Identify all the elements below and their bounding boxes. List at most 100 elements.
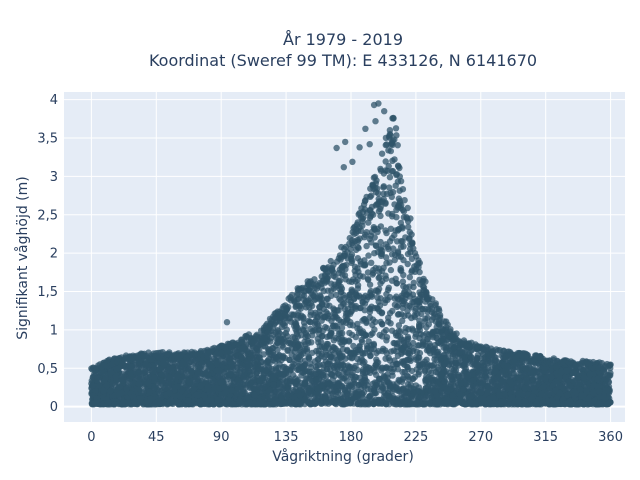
data-point xyxy=(172,398,179,405)
data-point xyxy=(325,360,332,368)
data-point xyxy=(363,319,370,327)
data-point xyxy=(289,333,297,341)
data-point xyxy=(567,383,574,390)
data-point xyxy=(305,317,312,325)
data-points xyxy=(88,100,614,408)
data-point xyxy=(416,317,423,324)
data-point xyxy=(404,307,411,314)
data-point xyxy=(607,370,614,377)
data-point xyxy=(121,363,129,370)
data-point xyxy=(409,339,417,347)
data-point xyxy=(382,141,389,149)
data-point xyxy=(354,255,361,262)
data-point xyxy=(455,362,462,369)
data-point xyxy=(386,381,393,388)
data-point xyxy=(387,266,395,274)
data-point xyxy=(381,375,389,382)
data-point xyxy=(382,158,389,165)
data-point xyxy=(372,242,379,249)
data-point xyxy=(395,322,403,329)
data-point xyxy=(402,324,409,332)
data-point xyxy=(379,321,386,328)
data-point xyxy=(423,330,430,337)
data-point xyxy=(354,320,361,328)
data-point xyxy=(182,372,190,379)
data-point xyxy=(416,268,423,276)
data-point xyxy=(381,347,389,354)
data-point xyxy=(389,210,396,218)
data-point xyxy=(334,347,342,355)
data-point xyxy=(397,219,405,227)
data-point xyxy=(323,308,330,316)
data-point xyxy=(529,376,537,383)
data-point xyxy=(423,373,430,380)
data-point xyxy=(415,371,422,378)
data-point xyxy=(385,284,392,291)
data-point xyxy=(389,387,396,395)
data-point xyxy=(394,332,402,339)
data-point xyxy=(402,284,410,291)
data-point xyxy=(476,376,483,383)
data-point xyxy=(287,318,295,325)
data-point xyxy=(202,365,209,372)
data-point xyxy=(404,337,411,344)
data-point xyxy=(386,259,393,266)
data-point xyxy=(344,305,352,313)
data-point xyxy=(399,278,407,285)
data-point xyxy=(269,345,277,352)
data-point xyxy=(412,330,420,338)
data-point xyxy=(406,302,413,310)
data-point xyxy=(406,274,413,281)
data-point xyxy=(341,272,349,279)
data-point xyxy=(338,324,346,331)
data-point xyxy=(316,308,323,315)
data-point xyxy=(368,259,375,266)
data-point xyxy=(386,174,394,181)
data-point xyxy=(404,260,411,268)
data-point xyxy=(254,346,261,354)
data-point xyxy=(400,208,408,215)
data-point xyxy=(315,369,322,376)
data-point xyxy=(410,279,417,286)
data-point xyxy=(259,343,266,350)
data-point xyxy=(178,387,186,395)
data-point xyxy=(326,366,334,373)
data-point xyxy=(376,274,383,281)
data-point xyxy=(366,281,374,288)
data-point xyxy=(392,275,399,282)
data-point xyxy=(327,354,334,361)
data-point xyxy=(389,307,396,315)
data-point xyxy=(323,295,330,302)
data-point xyxy=(378,333,386,340)
data-point xyxy=(348,278,355,285)
data-point xyxy=(375,208,383,215)
data-point xyxy=(365,276,372,284)
data-point xyxy=(282,378,289,385)
data-point xyxy=(399,368,406,376)
data-point xyxy=(349,331,356,339)
data-point xyxy=(394,386,402,393)
data-point xyxy=(499,377,506,384)
data-point xyxy=(428,369,435,377)
data-point xyxy=(365,338,372,345)
data-point xyxy=(395,253,402,260)
data-point xyxy=(397,243,405,251)
data-point xyxy=(194,370,201,378)
data-point xyxy=(286,367,293,374)
data-point xyxy=(348,381,355,388)
data-point xyxy=(400,256,407,264)
data-point xyxy=(562,374,569,381)
data-point xyxy=(354,400,362,408)
data-point xyxy=(421,318,428,325)
data-point xyxy=(311,276,318,283)
data-point xyxy=(377,238,384,246)
data-point xyxy=(371,234,378,241)
data-point xyxy=(377,280,384,287)
data-point xyxy=(424,335,431,343)
data-point xyxy=(275,328,282,335)
data-point xyxy=(318,353,325,360)
data-point xyxy=(345,310,352,317)
data-point xyxy=(298,372,305,379)
data-point xyxy=(309,332,316,339)
